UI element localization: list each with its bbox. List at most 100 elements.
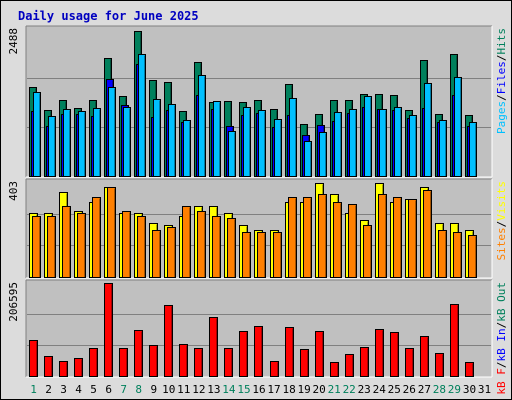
bar-kbytes-kbf-30 [465, 362, 474, 377]
bar-visits-sites-12-fill [197, 211, 206, 278]
bar-hits-pages-5 [93, 108, 101, 177]
bar-visits-sites-18-fill [288, 197, 297, 278]
bar-hits-pages-9-fill [153, 99, 161, 177]
bar-visits-sites-22-fill [348, 204, 357, 278]
bar-hits-pages-18-fill [289, 98, 297, 177]
bar-kbytes-kbf-20 [315, 331, 324, 377]
bar-hits-pages-4-fill [78, 111, 86, 177]
bar-hits-pages-29-fill [454, 77, 462, 177]
bar-hits-pages-12-fill [198, 75, 206, 177]
x-tick-label-24: 24 [373, 383, 387, 396]
bar-visits-sites-25-fill [393, 197, 402, 278]
bar-kbytes-kbf-7 [119, 348, 128, 377]
x-tick-label-10: 10 [162, 383, 175, 396]
bar-kbytes-kbf-23-fill [360, 347, 369, 377]
bar-hits-pages-26-fill [409, 115, 417, 177]
bar-hits-pages-2 [48, 116, 56, 177]
bar-kbytes-kbf-4-fill [74, 358, 83, 377]
bar-kbytes-kbf-6 [104, 283, 113, 377]
bar-visits-sites-5-fill [92, 197, 101, 278]
bar-kbytes-kbf-6-fill [104, 283, 113, 377]
bar-kbytes-kbf-7-fill [119, 348, 128, 377]
bar-hits-pages-18 [289, 98, 297, 177]
x-tick-label-17: 17 [267, 383, 280, 396]
bar-hits-pages-3-fill [63, 109, 71, 177]
panel-hits-legend-part-0: Pages [495, 101, 508, 134]
x-tick-label-8: 8 [135, 383, 142, 396]
bar-hits-pages-20 [319, 132, 327, 177]
bar-visits-sites-3-fill [62, 206, 71, 278]
bar-hits-pages-22-fill [349, 109, 357, 177]
x-tick-label-26: 26 [403, 383, 416, 396]
bar-visits-sites-10 [167, 227, 176, 278]
bar-kbytes-kbf-29-fill [450, 304, 459, 377]
bar-visits-sites-16 [257, 232, 266, 278]
bar-kbytes-kbf-3 [59, 361, 68, 377]
bar-visits-sites-9 [152, 230, 161, 278]
bar-hits-pages-15 [243, 107, 251, 177]
bar-hits-pages-21 [334, 112, 342, 177]
bar-kbytes-kbf-12-fill [194, 348, 203, 377]
x-tick-label-15: 15 [237, 383, 250, 396]
bar-visits-sites-30-fill [468, 235, 477, 278]
bar-kbytes-kbf-22 [345, 354, 354, 377]
panel-hits-legend-part-4: Hits [495, 28, 508, 55]
x-tick-label-9: 9 [150, 383, 157, 396]
bar-hits-pages-30 [469, 122, 477, 177]
bar-hits-pages-6 [108, 87, 116, 177]
bar-visits-sites-29-fill [453, 232, 462, 278]
bar-kbytes-kbf-24 [375, 329, 384, 377]
bar-visits-sites-4 [77, 213, 86, 278]
bar-visits-sites-11-fill [182, 206, 191, 278]
bar-kbytes-kbf-20-fill [315, 331, 324, 377]
bar-hits-pages-14 [228, 131, 236, 177]
x-tick-label-25: 25 [388, 383, 401, 396]
bar-hits-pages-2-fill [48, 116, 56, 177]
bar-hits-pages-15-fill [243, 107, 251, 177]
bar-kbytes-kbf-17-fill [270, 361, 279, 377]
x-tick-label-2: 2 [45, 383, 52, 396]
bar-hits-pages-19 [304, 141, 312, 177]
bar-visits-sites-20-fill [318, 194, 327, 278]
bar-visits-sites-13-fill [212, 216, 221, 278]
x-tick-label-3: 3 [60, 383, 67, 396]
x-tick-label-14: 14 [222, 383, 236, 396]
bar-kbytes-kbf-24-fill [375, 329, 384, 377]
panel-visits: 403 Sites/Visits [7, 178, 508, 279]
bar-kbytes-kbf-22-fill [345, 354, 354, 377]
bar-visits-sites-26-fill [408, 199, 417, 278]
bar-kbytes-kbf-28 [435, 353, 444, 377]
bar-hits-pages-23-fill [364, 96, 372, 177]
panel-visits-legend: Sites/Visits [495, 181, 508, 261]
panel-kbytes-legend-part-4: kB Out [495, 282, 508, 322]
bar-kbytes-kbf-14-fill [224, 348, 233, 377]
bar-visits-sites-11 [182, 206, 191, 278]
bar-hits-pages-17 [274, 119, 282, 177]
bar-visits-sites-23 [363, 225, 372, 278]
bar-kbytes-kbf-2-fill [44, 356, 53, 377]
bar-hits-pages-16 [258, 110, 266, 177]
x-tick-label-30: 30 [463, 383, 476, 396]
panel-visits-legend-part-1: / [495, 221, 508, 228]
panel-hits-legend-part-1: / [495, 94, 508, 101]
panel-kbytes-legend-part-0: kB F [495, 368, 508, 395]
bar-kbytes-kbf-2 [44, 356, 53, 377]
bar-visits-sites-21-fill [333, 202, 342, 278]
bar-hits-pages-11-fill [183, 120, 191, 177]
bar-kbytes-kbf-3-fill [59, 361, 68, 377]
bar-kbytes-kbf-9-fill [149, 345, 158, 377]
bar-kbytes-kbf-5-fill [89, 348, 98, 377]
x-tick-label-5: 5 [90, 383, 97, 396]
x-tick-label-21: 21 [328, 383, 341, 396]
bar-visits-sites-29 [453, 232, 462, 278]
bar-visits-sites-8-fill [137, 216, 146, 278]
bar-visits-sites-19-fill [303, 197, 312, 278]
bar-kbytes-kbf-29 [450, 304, 459, 377]
bar-visits-sites-10-fill [167, 227, 176, 278]
bar-visits-sites-5 [92, 197, 101, 278]
bar-hits-pages-24 [379, 109, 387, 177]
bar-hits-pages-12 [198, 75, 206, 177]
panel-kbytes-legend-part-2: kB In [495, 328, 508, 361]
